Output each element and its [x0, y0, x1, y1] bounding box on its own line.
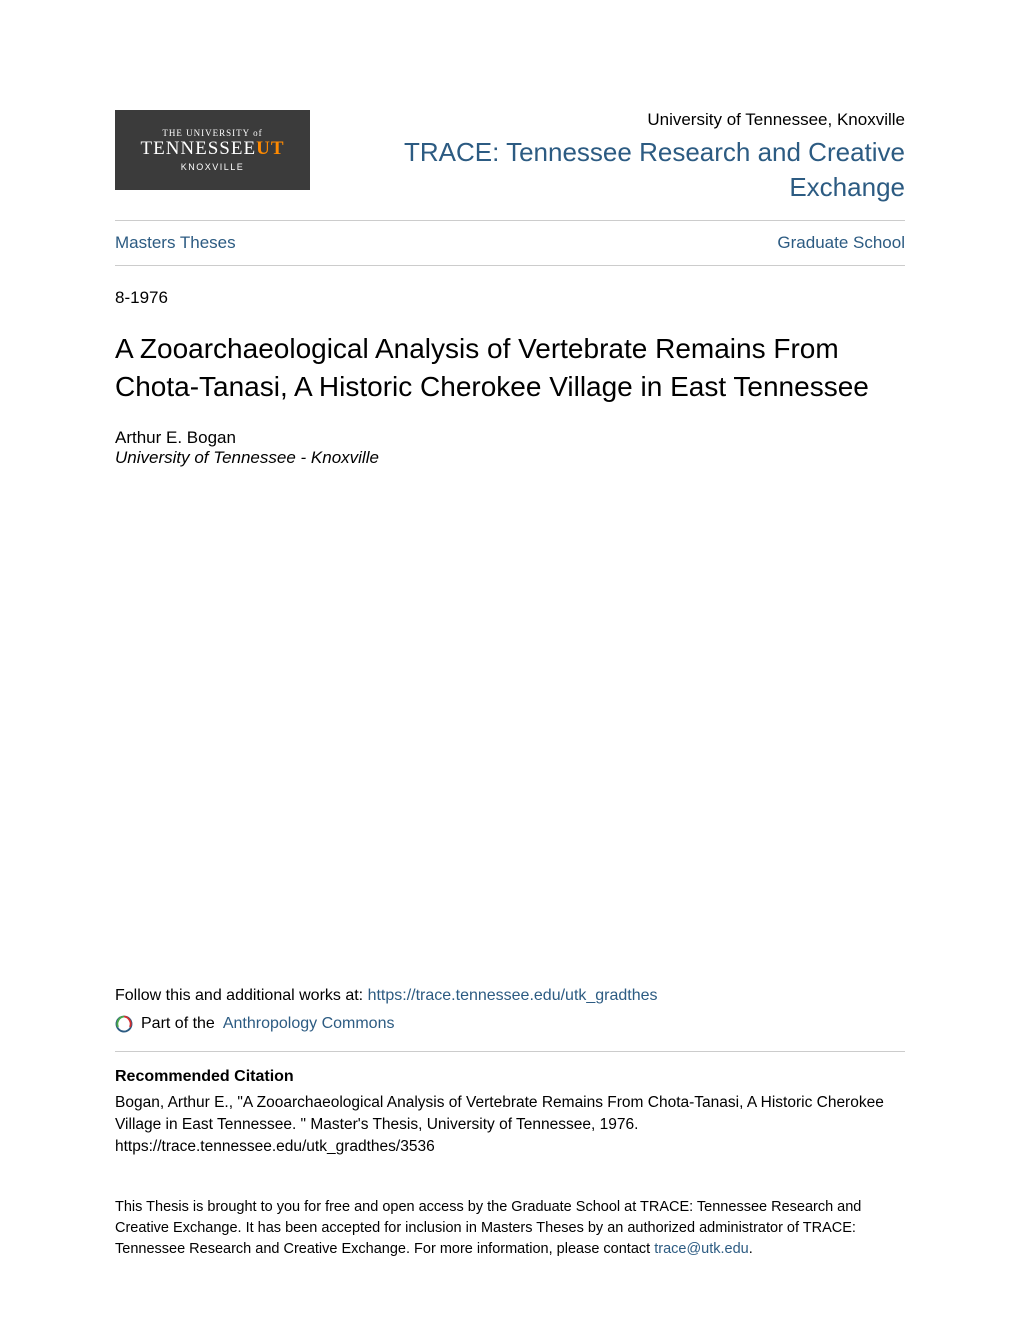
paper-title: A Zooarchaeological Analysis of Vertebra…	[115, 330, 905, 406]
bottom-block: Follow this and additional works at: htt…	[115, 987, 905, 1260]
partof-prefix: Part of the	[141, 1015, 215, 1033]
author-name: Arthur E. Bogan	[115, 428, 905, 448]
follow-line: Follow this and additional works at: htt…	[115, 987, 905, 1005]
logo-line-1: THE UNIVERSITY of	[162, 128, 262, 138]
publication-date: 8-1976	[115, 288, 905, 308]
header-text: University of Tennessee, Knoxville TRACE…	[335, 110, 905, 205]
logo-line-2: TENNESSEEUT	[140, 138, 284, 160]
follow-url-link[interactable]: https://trace.tennessee.edu/utk_gradthes	[368, 987, 658, 1004]
part-of-row: Part of the Anthropology Commons	[115, 1015, 905, 1033]
repository-title[interactable]: TRACE: Tennessee Research and Creative E…	[335, 135, 905, 205]
footer-contact-email[interactable]: trace@utk.edu	[654, 1241, 749, 1257]
university-logo: THE UNIVERSITY of TENNESSEEUT KNOXVILLE	[115, 110, 310, 190]
logo-line-3: KNOXVILLE	[181, 162, 245, 172]
nav-right-link[interactable]: Graduate School	[777, 233, 905, 253]
follow-prefix: Follow this and additional works at:	[115, 987, 368, 1004]
citation-heading: Recommended Citation	[115, 1068, 905, 1086]
nav-left-link[interactable]: Masters Theses	[115, 233, 236, 253]
footer-text: This Thesis is brought to you for free a…	[115, 1197, 905, 1260]
logo-accent-text: UT	[256, 138, 284, 159]
citation-text: Bogan, Arthur E., "A Zooarchaeological A…	[115, 1092, 905, 1159]
commons-link[interactable]: Anthropology Commons	[223, 1015, 395, 1033]
commons-network-icon	[115, 1015, 133, 1033]
author-affiliation: University of Tennessee - Knoxville	[115, 448, 905, 468]
header-row: THE UNIVERSITY of TENNESSEEUT KNOXVILLE …	[115, 110, 905, 205]
logo-main-text: TENNESSEE	[140, 138, 256, 159]
breadcrumb-nav: Masters Theses Graduate School	[115, 220, 905, 266]
institution-name: University of Tennessee, Knoxville	[335, 110, 905, 130]
divider	[115, 1051, 905, 1052]
footer-text-after: .	[749, 1241, 753, 1257]
